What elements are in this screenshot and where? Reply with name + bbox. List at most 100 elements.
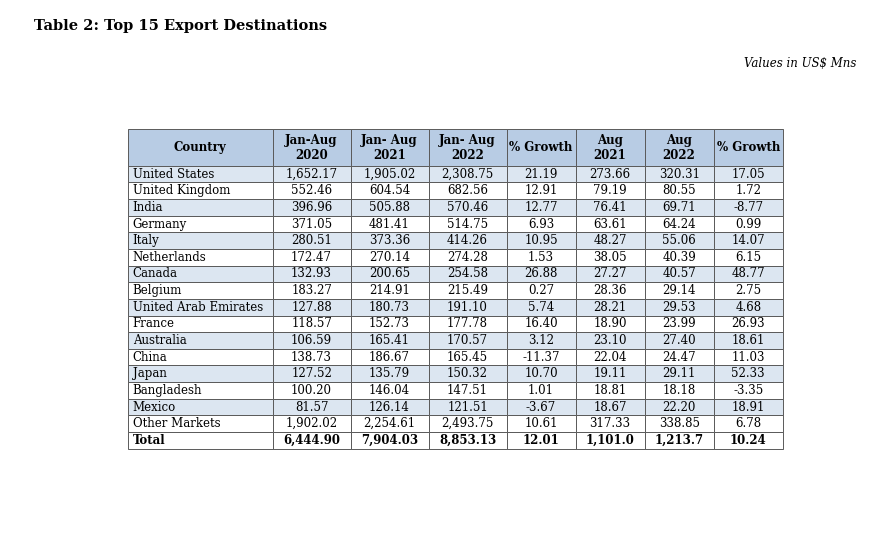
Text: 146.04: 146.04 — [369, 384, 410, 397]
Text: 29.11: 29.11 — [663, 367, 696, 380]
Bar — [350, 366, 428, 382]
Bar — [575, 266, 644, 282]
Bar — [506, 129, 575, 166]
Text: United Kingdom: United Kingdom — [133, 184, 230, 197]
Text: 11.03: 11.03 — [732, 350, 765, 363]
Bar — [713, 415, 783, 432]
Bar — [350, 349, 428, 366]
Text: Jan-Aug
2020: Jan-Aug 2020 — [285, 133, 338, 161]
Bar — [428, 129, 506, 166]
Bar — [428, 249, 506, 266]
Bar — [644, 315, 713, 332]
Text: 18.61: 18.61 — [732, 334, 765, 347]
Bar — [644, 382, 713, 399]
Bar — [350, 332, 428, 349]
Text: Canada: Canada — [133, 267, 178, 280]
Bar — [644, 183, 713, 199]
Text: 19.11: 19.11 — [594, 367, 627, 380]
Bar — [428, 415, 506, 432]
Bar — [575, 129, 644, 166]
Text: 38.05: 38.05 — [593, 251, 627, 264]
Bar — [127, 199, 273, 216]
Text: 6.93: 6.93 — [528, 218, 554, 231]
Bar — [273, 349, 350, 366]
Text: 29.53: 29.53 — [662, 301, 696, 314]
Text: Japan: Japan — [133, 367, 166, 380]
Bar — [506, 382, 575, 399]
Bar — [506, 349, 575, 366]
Bar — [127, 232, 273, 249]
Bar — [506, 199, 575, 216]
Text: United States: United States — [133, 167, 214, 181]
Bar — [428, 349, 506, 366]
Text: 481.41: 481.41 — [369, 218, 410, 231]
Text: 371.05: 371.05 — [291, 218, 332, 231]
Text: 274.28: 274.28 — [447, 251, 488, 264]
Text: 183.27: 183.27 — [291, 284, 332, 297]
Text: France: France — [133, 318, 174, 330]
Bar — [350, 129, 428, 166]
Text: 6.78: 6.78 — [735, 417, 761, 430]
Bar — [713, 129, 783, 166]
Bar — [428, 216, 506, 232]
Bar — [273, 332, 350, 349]
Bar — [273, 266, 350, 282]
Text: 118.57: 118.57 — [291, 318, 332, 330]
Text: 12.91: 12.91 — [525, 184, 558, 197]
Bar — [713, 366, 783, 382]
Text: 76.41: 76.41 — [593, 201, 627, 214]
Bar — [713, 432, 783, 449]
Bar — [428, 266, 506, 282]
Bar — [350, 415, 428, 432]
Text: 180.73: 180.73 — [369, 301, 410, 314]
Text: Total: Total — [133, 434, 165, 447]
Bar — [575, 249, 644, 266]
Bar — [713, 349, 783, 366]
Bar — [506, 166, 575, 183]
Text: 16.40: 16.40 — [524, 318, 558, 330]
Text: Aug
2021: Aug 2021 — [594, 133, 627, 161]
Text: 1,213.7: 1,213.7 — [655, 434, 704, 447]
Bar — [506, 415, 575, 432]
Text: 64.24: 64.24 — [662, 218, 696, 231]
Text: 23.10: 23.10 — [593, 334, 627, 347]
Text: 5.74: 5.74 — [528, 301, 554, 314]
Text: Germany: Germany — [133, 218, 187, 231]
Bar — [428, 199, 506, 216]
Bar — [644, 299, 713, 315]
Text: Italy: Italy — [133, 234, 159, 247]
Bar — [350, 382, 428, 399]
Bar — [127, 332, 273, 349]
Bar — [713, 183, 783, 199]
Text: 1.53: 1.53 — [528, 251, 554, 264]
Text: 317.33: 317.33 — [589, 417, 631, 430]
Text: 55.06: 55.06 — [662, 234, 696, 247]
Bar — [713, 232, 783, 249]
Bar — [575, 349, 644, 366]
Text: 514.75: 514.75 — [447, 218, 489, 231]
Bar — [127, 282, 273, 299]
Text: 79.19: 79.19 — [593, 184, 627, 197]
Bar — [273, 249, 350, 266]
Bar — [575, 299, 644, 315]
Bar — [273, 232, 350, 249]
Text: 2,308.75: 2,308.75 — [442, 167, 494, 181]
Bar — [506, 332, 575, 349]
Bar — [350, 166, 428, 183]
Bar — [506, 266, 575, 282]
Text: 1,652.17: 1,652.17 — [286, 167, 338, 181]
Text: 18.18: 18.18 — [663, 384, 696, 397]
Text: Country: Country — [173, 141, 227, 154]
Bar — [350, 183, 428, 199]
Bar — [575, 382, 644, 399]
Bar — [428, 332, 506, 349]
Bar — [428, 366, 506, 382]
Text: 152.73: 152.73 — [369, 318, 410, 330]
Text: 280.51: 280.51 — [291, 234, 332, 247]
Text: Netherlands: Netherlands — [133, 251, 206, 264]
Bar — [644, 415, 713, 432]
Bar — [127, 249, 273, 266]
Bar — [506, 399, 575, 415]
Text: -8.77: -8.77 — [733, 201, 763, 214]
Bar — [506, 299, 575, 315]
